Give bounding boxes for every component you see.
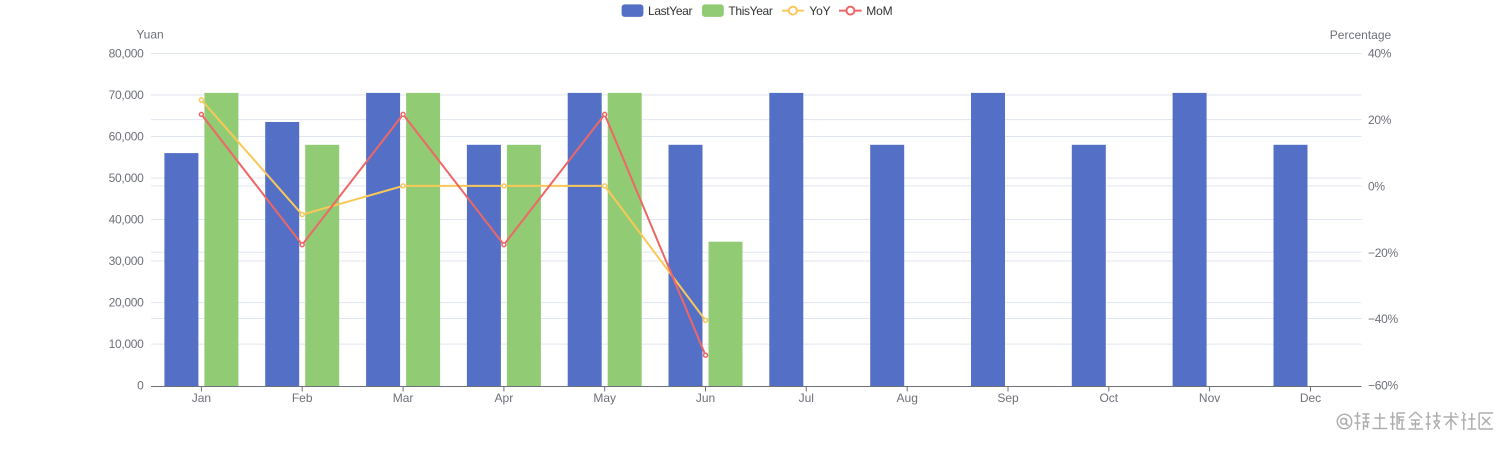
svg-text:Nov: Nov <box>1199 391 1220 405</box>
svg-text:40,000: 40,000 <box>109 213 145 227</box>
svg-text:10,000: 10,000 <box>109 337 145 351</box>
svg-text:50,000: 50,000 <box>109 171 145 185</box>
svg-text:Percentage: Percentage <box>1330 28 1392 42</box>
svg-text:40%: 40% <box>1368 47 1392 61</box>
svg-text:−60%: −60% <box>1368 379 1398 393</box>
svg-text:ThisYear: ThisYear <box>728 4 772 18</box>
svg-text:Jul: Jul <box>799 391 814 405</box>
svg-text:Aug: Aug <box>897 391 918 405</box>
svg-text:0: 0 <box>137 379 144 393</box>
svg-text:Dec: Dec <box>1300 391 1321 405</box>
svg-text:Jan: Jan <box>192 391 211 405</box>
svg-text:Oct: Oct <box>1099 391 1118 405</box>
svg-text:20%: 20% <box>1368 113 1392 127</box>
svg-text:Yuan: Yuan <box>136 28 163 42</box>
svg-text:80,000: 80,000 <box>109 47 145 61</box>
svg-text:Apr: Apr <box>495 391 514 405</box>
svg-text:YoY: YoY <box>809 4 830 18</box>
svg-text:70,000: 70,000 <box>109 88 145 102</box>
svg-text:0%: 0% <box>1368 179 1385 193</box>
svg-text:30,000: 30,000 <box>109 254 145 268</box>
svg-text:−20%: −20% <box>1368 246 1398 260</box>
svg-text:Feb: Feb <box>292 391 313 405</box>
svg-text:20,000: 20,000 <box>109 296 145 310</box>
svg-text:Sep: Sep <box>997 391 1019 405</box>
svg-text:Jun: Jun <box>696 391 715 405</box>
svg-text:May: May <box>593 391 616 405</box>
svg-text:MoM: MoM <box>866 4 892 18</box>
svg-text:LastYear: LastYear <box>648 4 692 18</box>
svg-text:60,000: 60,000 <box>109 130 145 144</box>
svg-text:−40%: −40% <box>1368 312 1398 326</box>
svg-text:Mar: Mar <box>393 391 414 405</box>
